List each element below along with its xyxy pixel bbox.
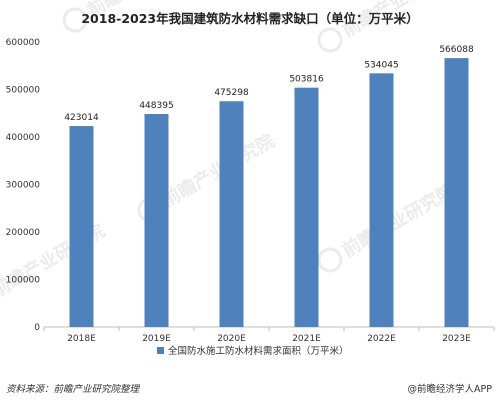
bar (144, 114, 169, 327)
y-tick-label: 0 (34, 323, 40, 333)
watermark-icon (317, 27, 343, 53)
source-note: 资料来源：前瞻产业研究院整理 (6, 384, 140, 395)
legend-label: 全国防水施工防水材料需求面积（万平米） (168, 345, 349, 357)
bar (294, 87, 319, 327)
y-tick-label: 600000 (6, 38, 41, 48)
plot-area: 0 100000 200000 300000 400000 500000 600000 423… (6, 38, 495, 357)
x-tick-label: 2023E (442, 334, 471, 344)
data-label: 534045 (364, 60, 398, 70)
app-credit: @前瞻经济学人APP (407, 384, 492, 395)
bar (69, 126, 94, 327)
y-tick-label: 200000 (6, 228, 41, 238)
y-tick-label: 500000 (6, 86, 41, 96)
y-tick-label: 100000 (6, 276, 41, 286)
legend-swatch (157, 347, 164, 354)
y-tick-label: 400000 (6, 133, 41, 143)
watermark-icon (317, 247, 343, 273)
x-tick-label: 2018E (67, 334, 96, 344)
watermark-text: 前瞻产业研究院 (338, 0, 458, 42)
watermark-text: 前瞻产业研究院 (158, 129, 278, 211)
bar (369, 73, 394, 327)
data-label: 503816 (289, 75, 324, 85)
x-tick-label: 2021E (292, 334, 321, 344)
x-tick-label: 2019E (142, 334, 171, 344)
y-tick-label: 300000 (6, 181, 41, 191)
watermark-logo: 前瞻产业研究院 (62, 0, 203, 33)
watermark-icon (62, 7, 88, 33)
x-tick-label: 2020E (217, 334, 246, 344)
bar (444, 58, 469, 327)
watermark-logo: 前瞻产业研究院 (317, 0, 458, 53)
watermark-text: 前瞻产业研究院 (83, 0, 203, 22)
data-label: 423014 (64, 113, 99, 123)
watermark-text: 前瞻产业研究院 (338, 179, 458, 261)
chart-title: 2018-2023年我国建筑防水材料需求缺口（单位：万平米） (81, 11, 419, 26)
data-label: 475298 (214, 88, 249, 98)
data-label: 566088 (439, 45, 474, 55)
data-label: 448395 (139, 101, 173, 111)
x-tick-label: 2022E (367, 334, 396, 344)
bar (219, 101, 244, 327)
